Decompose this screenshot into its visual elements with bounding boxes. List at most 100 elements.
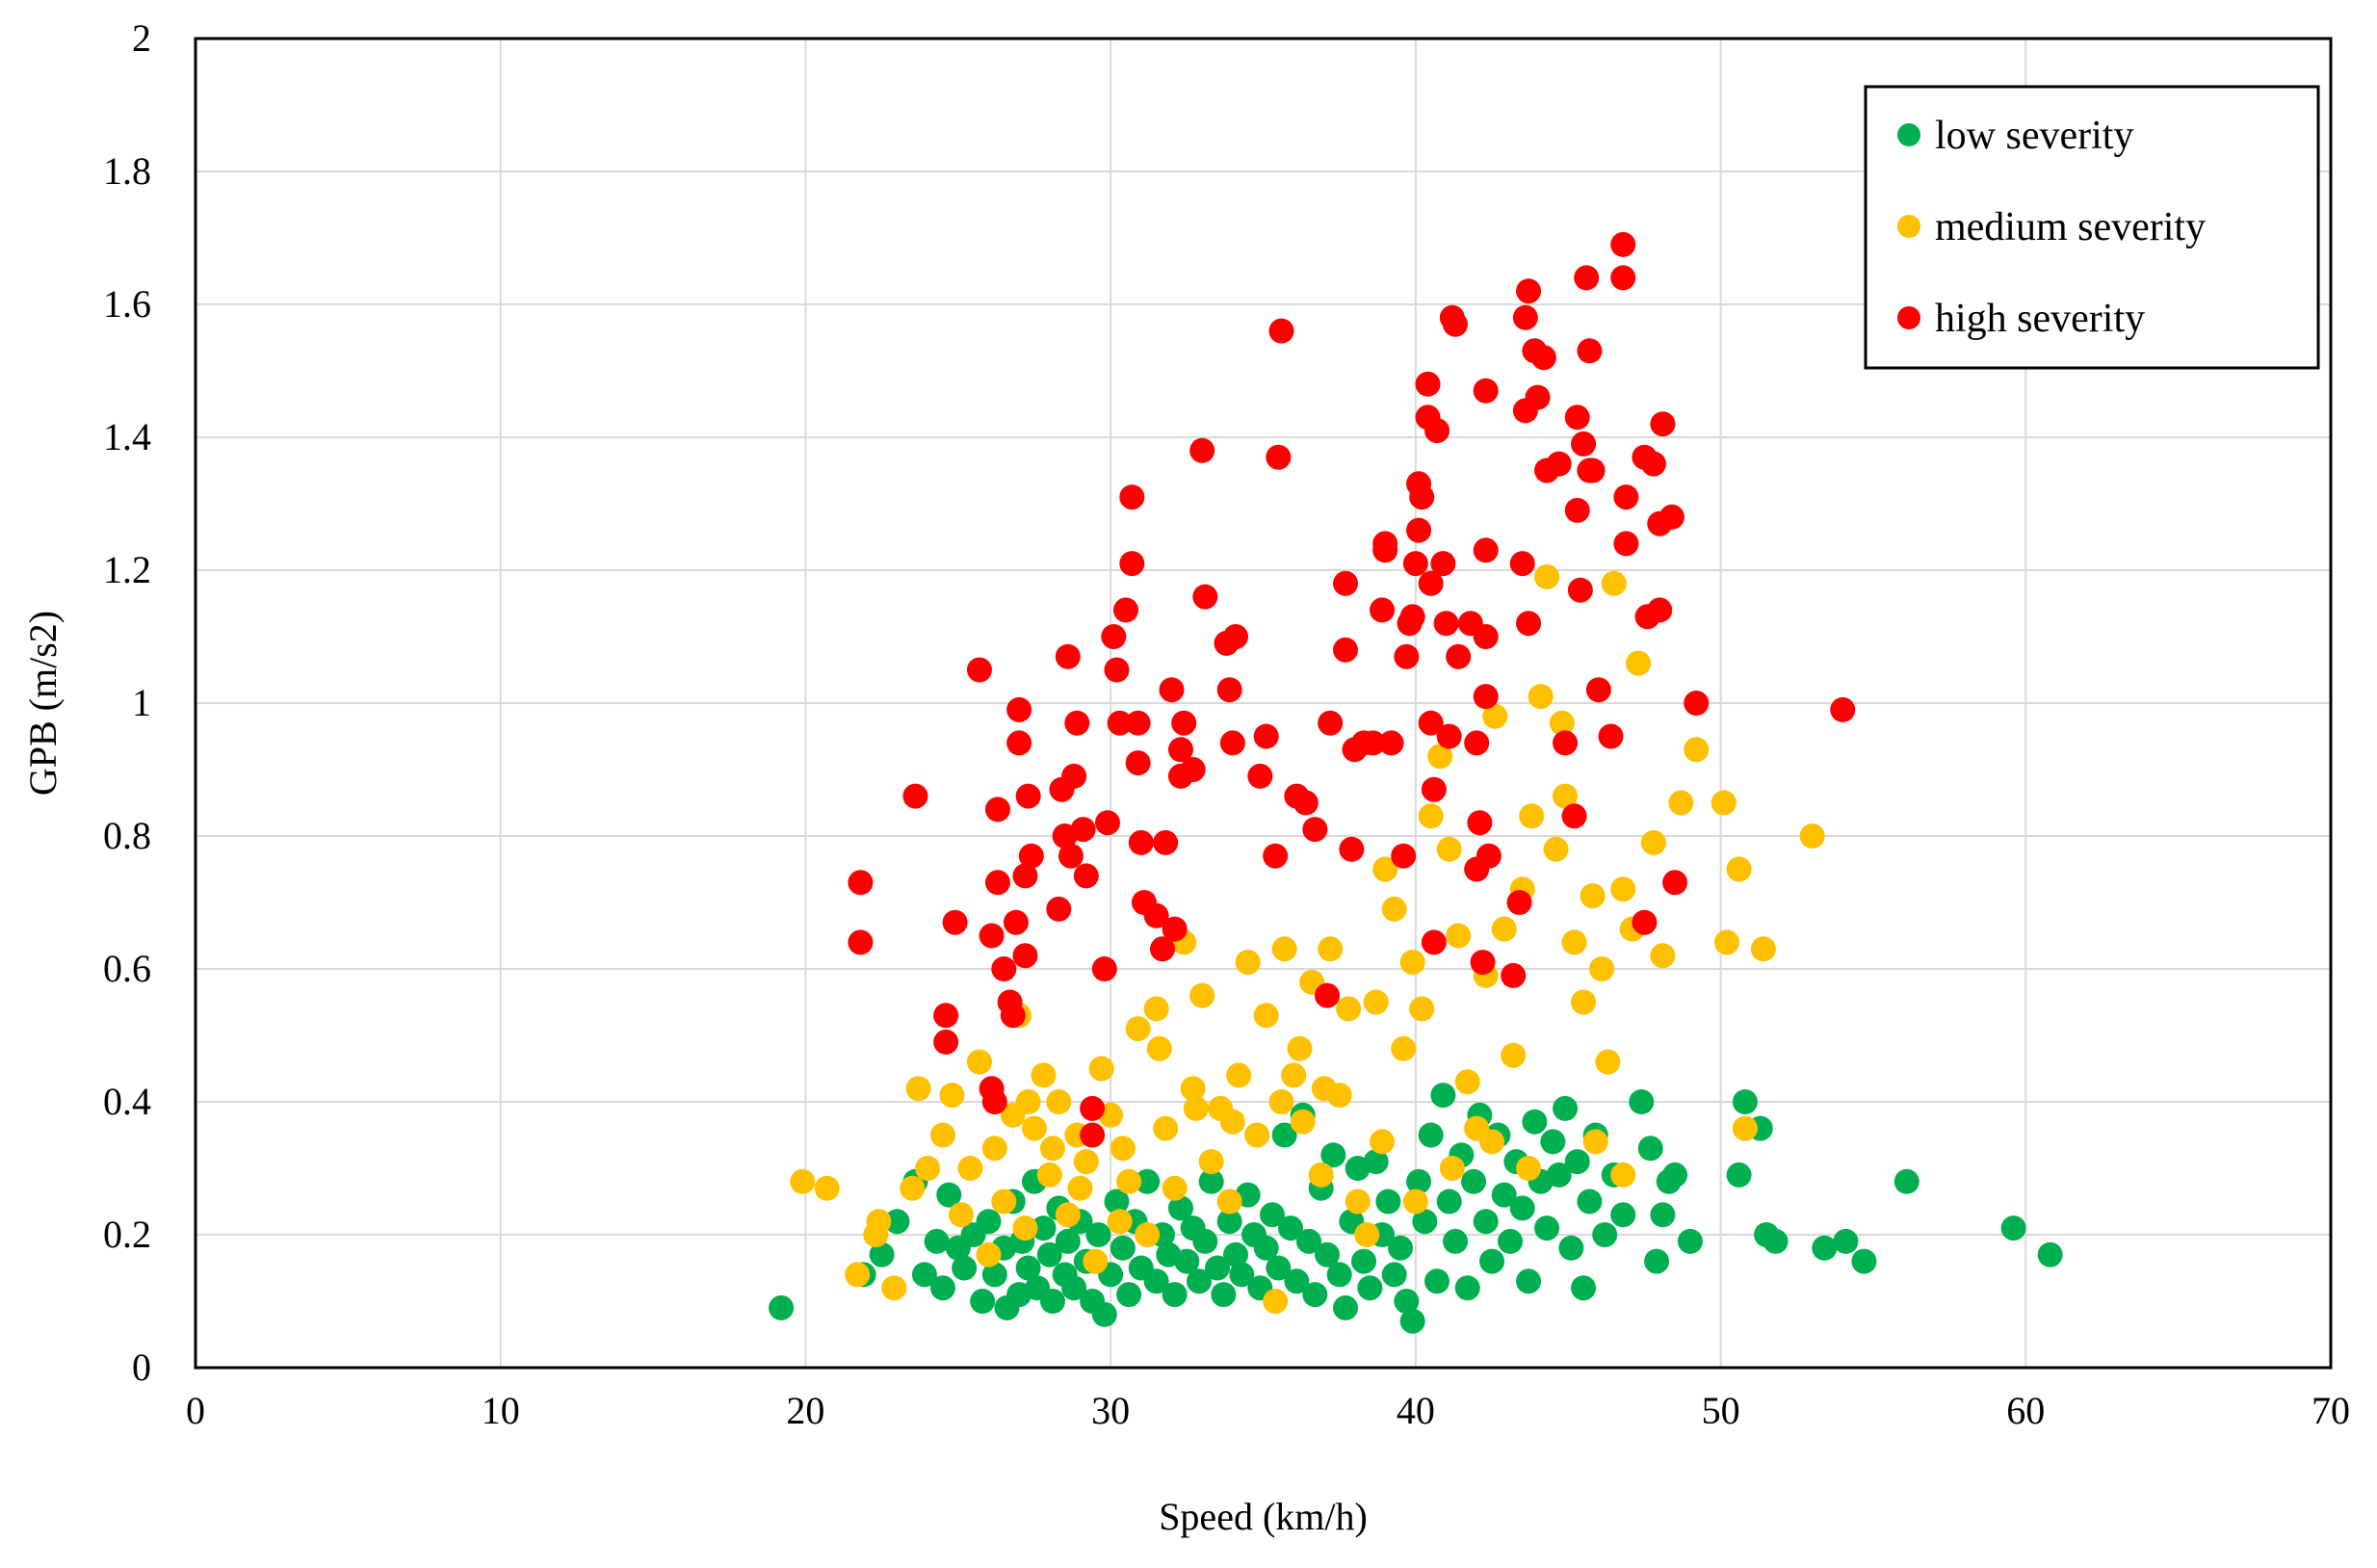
data-point (979, 923, 1005, 949)
data-point (881, 1275, 907, 1301)
data-point (1512, 304, 1538, 330)
data-point (1610, 231, 1636, 257)
data-point (1146, 1035, 1172, 1061)
data-point (1302, 817, 1328, 843)
x-tick-label: 70 (2312, 1389, 2350, 1432)
data-point (1650, 411, 1676, 437)
data-point (1473, 537, 1499, 563)
data-point (2000, 1215, 2026, 1241)
data-point (1110, 1136, 1136, 1162)
data-point (1415, 371, 1441, 397)
data-point (1637, 1136, 1663, 1162)
data-point (1143, 996, 1169, 1022)
data-point (1613, 484, 1639, 510)
data-point (1644, 1248, 1670, 1274)
x-tick-label: 30 (1091, 1389, 1130, 1432)
data-point (1443, 1228, 1469, 1254)
data-point (966, 1049, 992, 1075)
data-point (1402, 551, 1428, 577)
data-point (1534, 1215, 1560, 1241)
data-point (1186, 1268, 1212, 1294)
data-point (1112, 597, 1138, 623)
legend-label: low severity (1935, 114, 2133, 158)
data-point (1015, 1255, 1041, 1281)
data-point (1530, 345, 1556, 371)
data-point (1015, 783, 1041, 809)
data-point (1287, 1035, 1313, 1061)
data-point (1116, 1168, 1142, 1194)
data-point (1726, 856, 1752, 882)
data-point (1216, 1189, 1242, 1215)
data-point (1143, 1268, 1169, 1294)
data-point (1153, 829, 1179, 855)
data-point (1546, 451, 1572, 477)
data-point (1750, 936, 1776, 962)
data-point (1418, 570, 1444, 596)
data-point (1271, 1122, 1297, 1148)
data-point (1391, 843, 1417, 869)
data-point (1174, 1248, 1200, 1274)
data-point (1128, 829, 1154, 855)
data-point (1464, 730, 1490, 756)
data-point (1222, 1241, 1248, 1267)
data-point (1067, 1175, 1093, 1201)
data-point (869, 1241, 895, 1267)
data-point (1149, 936, 1175, 962)
data-point (845, 1262, 871, 1288)
data-point (1381, 896, 1407, 922)
data-point (1031, 1215, 1057, 1241)
data-point (1061, 763, 1087, 789)
data-point (952, 1255, 978, 1281)
data-point (1506, 890, 1532, 915)
x-tick-label: 40 (1397, 1389, 1435, 1432)
y-tick-label: 1.2 (103, 548, 151, 591)
data-point (1662, 1162, 1688, 1188)
data-point (1006, 730, 1032, 756)
data-point (1470, 950, 1496, 976)
data-point (1394, 643, 1420, 669)
data-point (1647, 597, 1673, 623)
y-tick-label: 1.6 (103, 282, 151, 326)
data-point (1125, 750, 1151, 776)
data-point (1159, 677, 1185, 703)
y-tick-label: 1.4 (103, 415, 151, 458)
data-point (769, 1294, 795, 1320)
data-point (1516, 278, 1542, 304)
data-point (1135, 1168, 1161, 1194)
data-point (1333, 1294, 1359, 1320)
data-point (1610, 265, 1636, 291)
data-point (1610, 1202, 1636, 1228)
data-point (1211, 1282, 1237, 1308)
data-point (1039, 1289, 1065, 1314)
data-point (1713, 929, 1739, 955)
data-point (1894, 1168, 1920, 1194)
data-point (936, 1182, 962, 1208)
data-point (1479, 1248, 1505, 1274)
data-point (1391, 1035, 1417, 1061)
data-point (1381, 1262, 1407, 1288)
y-tick-label: 0.8 (103, 814, 151, 857)
data-point (1006, 696, 1032, 722)
data-point (1370, 597, 1396, 623)
data-point (1135, 1222, 1161, 1247)
data-point (1424, 418, 1450, 444)
data-point (1406, 517, 1432, 543)
data-point (1473, 378, 1499, 404)
data-point (1580, 457, 1606, 483)
data-point (1189, 437, 1215, 463)
data-point (1577, 1189, 1603, 1215)
data-point (1399, 604, 1425, 630)
data-point (1235, 950, 1261, 976)
data-point (1553, 730, 1579, 756)
data-point (1473, 1209, 1499, 1235)
data-point (1461, 1168, 1487, 1194)
data-point (1061, 1275, 1087, 1301)
data-point (1571, 431, 1597, 457)
data-point (1055, 643, 1081, 669)
data-point (1244, 1122, 1270, 1148)
data-point (1598, 723, 1624, 749)
data-point (1412, 1209, 1438, 1235)
data-point (1012, 1215, 1038, 1241)
data-point (1406, 1168, 1432, 1194)
data-point (1659, 504, 1685, 530)
